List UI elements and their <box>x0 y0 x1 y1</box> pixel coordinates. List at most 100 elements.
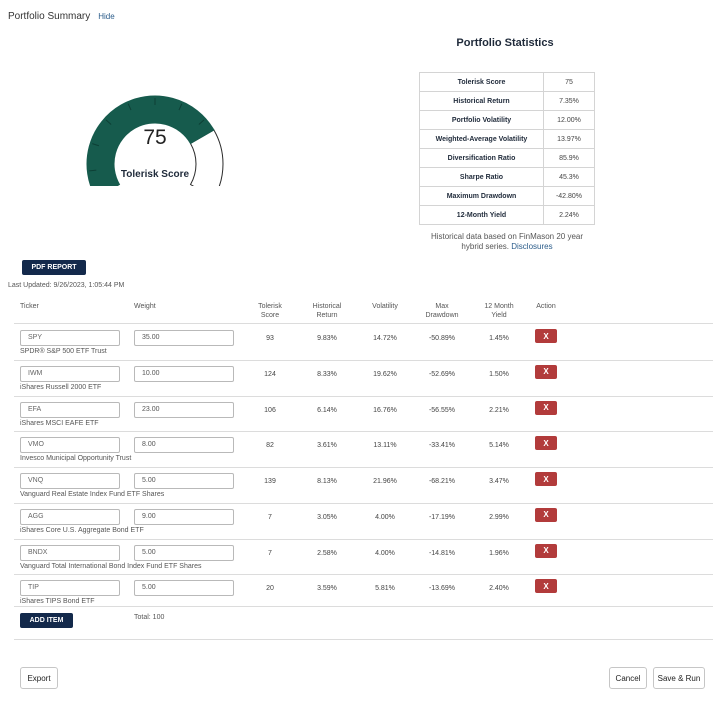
remove-row-button[interactable]: X <box>535 579 557 594</box>
stat-row: Weighted-Average Volatility 13.97% <box>419 129 595 149</box>
return-cell: 8.13% <box>317 478 337 485</box>
drawdown-cell: -33.41% <box>428 442 456 450</box>
gauge-tick <box>89 169 97 172</box>
weight-input[interactable]: 8.00 <box>134 437 234 454</box>
holdings-header: Ticker Weight Tolerisk Score Historical Re… <box>0 302 722 324</box>
weight-input[interactable]: 9.00 <box>134 508 234 525</box>
weight-input[interactable]: 35.00 <box>134 330 234 346</box>
stat-label: Portfolio Volatility <box>419 110 544 130</box>
remove-row-button[interactable]: X <box>535 472 557 486</box>
gauge-remaining <box>189 129 224 186</box>
return-cell: 3.59% <box>317 585 337 593</box>
hide-link[interactable]: Hide <box>98 12 115 21</box>
holding-row: VNQ 5.00 Vanguard Real Estate Index Fund E… <box>0 467 722 503</box>
page-title: Portfolio Summary <box>8 11 91 22</box>
ticker-input[interactable]: VNQ <box>20 473 120 489</box>
row-divider <box>14 538 713 540</box>
gauge-tick <box>92 143 100 147</box>
ticker-input[interactable]: AGG <box>20 508 120 525</box>
ticker-input[interactable]: VMO <box>20 437 120 454</box>
header-divider <box>14 323 713 324</box>
weight-input[interactable]: 23.00 <box>134 401 234 418</box>
col-return-line1: Historical <box>312 303 342 310</box>
drawdown-cell: -14.81% <box>428 549 456 557</box>
gauge-fill <box>86 95 215 186</box>
yield-cell: 2.99% <box>489 513 509 521</box>
stat-row: Sharpe Ratio 45.3% <box>419 167 595 187</box>
row-divider <box>14 359 713 361</box>
stat-label: Historical Return <box>419 91 544 111</box>
save-run-button[interactable]: Save & Run <box>653 667 705 689</box>
row-divider <box>14 606 713 607</box>
score-cell: 7 <box>268 549 272 557</box>
stat-value: 85.9% <box>543 148 595 168</box>
holding-row: BNDX 5.00 Vanguard Total International Bon… <box>0 539 722 575</box>
gauge-tick <box>198 119 205 125</box>
remove-row-button[interactable]: X <box>535 436 557 451</box>
remove-row-button[interactable]: X <box>535 543 557 558</box>
score-cell: 93 <box>266 335 274 342</box>
row-divider <box>14 574 713 576</box>
score-cell: 124 <box>264 370 276 378</box>
weight-input[interactable]: 5.00 <box>134 544 234 561</box>
remove-row-button[interactable]: X <box>535 329 557 343</box>
stat-value: 45.3% <box>543 167 595 187</box>
stat-value: 13.97% <box>543 129 595 149</box>
security-name: Vanguard Real Estate Index Fund ETF Shar… <box>20 491 165 498</box>
stat-label: Maximum Drawdown <box>419 186 544 206</box>
security-name: iShares Core U.S. Aggregate Bond ETF <box>20 526 144 534</box>
holding-row: AGG 9.00 iShares Core U.S. Aggregate Bond … <box>0 503 722 539</box>
ticker-input[interactable]: BNDX <box>20 544 120 561</box>
remove-row-button[interactable]: X <box>535 400 557 415</box>
ticker-input[interactable]: EFA <box>20 401 120 418</box>
score-cell: 82 <box>266 442 274 450</box>
remove-row-button[interactable]: X <box>535 507 557 522</box>
export-button[interactable]: Export <box>20 667 58 689</box>
gauge-tick <box>127 103 132 111</box>
return-cell: 8.33% <box>317 370 337 378</box>
return-cell: 3.05% <box>317 513 337 521</box>
col-return-line2: Return <box>316 312 338 319</box>
weight-input[interactable]: 5.00 <box>134 580 234 597</box>
return-cell: 9.83% <box>317 335 337 342</box>
gauge-tick <box>105 119 112 125</box>
col-drawdown-line2: Drawdown <box>425 312 459 319</box>
row-divider <box>14 395 713 397</box>
col-score-line2: Score <box>260 312 280 319</box>
stat-row: 12-Month Yield 2.24% <box>419 205 595 225</box>
score-cell: 7 <box>268 513 272 521</box>
return-cell: 2.58% <box>317 549 337 557</box>
holding-row: SPY 35.00 SPDR® S&P 500 ETF Trust 93 9.83% 14… <box>0 324 722 360</box>
ticker-input[interactable]: IWM <box>20 365 120 382</box>
ticker-input[interactable]: TIP <box>20 580 120 597</box>
holding-row: IWM 10.00 iShares Russell 2000 ETF 124 8.33%… <box>0 360 722 396</box>
score-cell: 20 <box>266 585 274 593</box>
weight-input[interactable]: 5.00 <box>134 473 234 489</box>
col-drawdown-line1: Max <box>435 303 449 310</box>
row-divider <box>14 467 713 468</box>
cancel-button[interactable]: Cancel <box>609 667 647 689</box>
stat-row: Diversification Ratio 85.9% <box>419 148 595 168</box>
col-return: Historical Return <box>302 302 352 320</box>
weight-total: Total: 100 <box>134 614 165 621</box>
add-item-button[interactable]: ADD ITEM <box>20 613 73 628</box>
footer-divider <box>14 639 713 640</box>
stat-row: Historical Return 7.35% <box>419 91 595 111</box>
col-volatility: Volatility <box>372 303 398 310</box>
security-name: iShares Russell 2000 ETF <box>20 383 102 391</box>
weight-input[interactable]: 10.00 <box>134 365 234 382</box>
row-divider <box>14 431 713 433</box>
volatility-cell: 13.11% <box>373 442 397 450</box>
ticker-input[interactable]: SPY <box>20 330 120 346</box>
gauge-tick <box>178 103 183 111</box>
drawdown-cell: -56.55% <box>428 406 456 414</box>
volatility-cell: 16.76% <box>373 406 397 414</box>
volatility-cell: 19.62% <box>373 370 397 378</box>
col-yield-line1: 12 Month <box>484 303 514 310</box>
summary-header: Portfolio Summary Hide <box>8 11 115 22</box>
holding-row: TIP 5.00 iShares TIPS Bond ETF 20 3.59% 5.81%… <box>0 574 722 610</box>
remove-row-button[interactable]: X <box>535 364 557 379</box>
pdf-report-button[interactable]: PDF REPORT <box>22 260 86 275</box>
col-ticker: Ticker <box>20 303 39 310</box>
disclosures-link[interactable]: Disclosures <box>511 242 553 251</box>
